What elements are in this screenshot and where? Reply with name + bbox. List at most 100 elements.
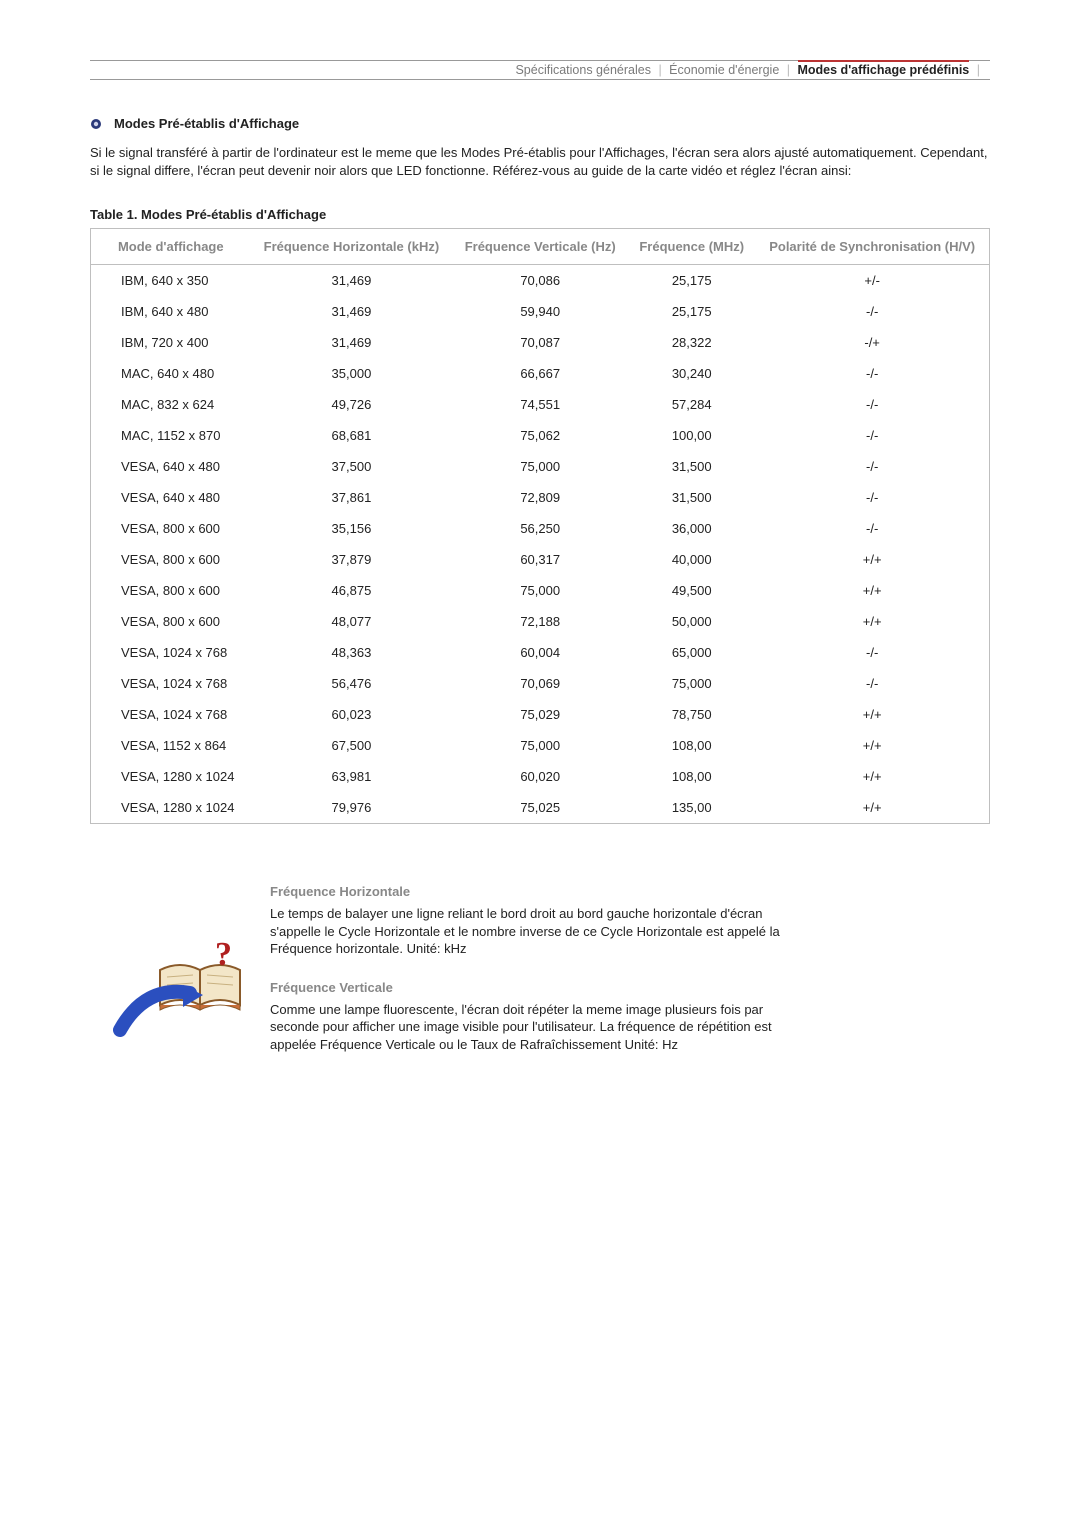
cell-value: +/+ xyxy=(755,606,989,637)
cell-mode: VESA, 1024 x 768 xyxy=(91,668,251,699)
cell-value: 70,087 xyxy=(452,327,628,358)
nav-separator: | xyxy=(654,63,665,77)
cell-mode: VESA, 800 x 600 xyxy=(91,513,251,544)
table-row: MAC, 832 x 62449,72674,55157,284-/- xyxy=(91,389,990,420)
col-vfreq: Fréquence Verticale (Hz) xyxy=(452,229,628,265)
cell-value: 79,976 xyxy=(251,792,453,824)
table-row: MAC, 1152 x 87068,68175,062100,00-/- xyxy=(91,420,990,451)
cell-value: 49,726 xyxy=(251,389,453,420)
cell-mode: VESA, 640 x 480 xyxy=(91,451,251,482)
table-row: VESA, 800 x 60035,15656,25036,000-/- xyxy=(91,513,990,544)
cell-value: 63,981 xyxy=(251,761,453,792)
cell-value: -/- xyxy=(755,482,989,513)
table-row: IBM, 640 x 35031,46970,08625,175+/- xyxy=(91,265,990,297)
bullet-icon xyxy=(90,118,102,130)
cell-value: 75,000 xyxy=(452,451,628,482)
cell-value: +/+ xyxy=(755,575,989,606)
cell-value: 25,175 xyxy=(628,296,755,327)
cell-value: 60,317 xyxy=(452,544,628,575)
table-row: VESA, 1280 x 102479,97675,025135,00+/+ xyxy=(91,792,990,824)
cell-value: 60,023 xyxy=(251,699,453,730)
cell-value: 57,284 xyxy=(628,389,755,420)
cell-value: +/+ xyxy=(755,761,989,792)
cell-value: 31,469 xyxy=(251,327,453,358)
table-row: IBM, 720 x 40031,46970,08728,322-/+ xyxy=(91,327,990,358)
cell-value: -/- xyxy=(755,451,989,482)
cell-value: 75,000 xyxy=(452,730,628,761)
cell-value: 28,322 xyxy=(628,327,755,358)
cell-value: +/+ xyxy=(755,792,989,824)
cell-mode: VESA, 640 x 480 xyxy=(91,482,251,513)
cell-mode: MAC, 832 x 624 xyxy=(91,389,251,420)
cell-mode: IBM, 640 x 480 xyxy=(91,296,251,327)
nav-item-modes[interactable]: Modes d'affichage prédéfinis xyxy=(798,60,970,77)
cell-value: -/- xyxy=(755,637,989,668)
nav-item-general[interactable]: Spécifications générales xyxy=(515,63,651,77)
cell-value: 108,00 xyxy=(628,730,755,761)
cell-value: -/- xyxy=(755,513,989,544)
cell-value: 31,500 xyxy=(628,482,755,513)
cell-value: -/- xyxy=(755,389,989,420)
cell-value: 36,000 xyxy=(628,513,755,544)
col-hfreq: Fréquence Horizontale (kHz) xyxy=(251,229,453,265)
cell-value: 50,000 xyxy=(628,606,755,637)
cell-value: 100,00 xyxy=(628,420,755,451)
cell-value: 35,156 xyxy=(251,513,453,544)
col-polarity: Polarité de Synchronisation (H/V) xyxy=(755,229,989,265)
col-mode: Mode d'affichage xyxy=(91,229,251,265)
cell-value: +/+ xyxy=(755,730,989,761)
table-caption: Table 1. Modes Pré-établis d'Affichage xyxy=(90,207,990,222)
cell-value: 74,551 xyxy=(452,389,628,420)
def-title-hfreq: Fréquence Horizontale xyxy=(270,884,790,899)
cell-mode: VESA, 800 x 600 xyxy=(91,575,251,606)
cell-value: 37,879 xyxy=(251,544,453,575)
nav-item-energy[interactable]: Économie d'énergie xyxy=(669,63,779,77)
cell-mode: MAC, 640 x 480 xyxy=(91,358,251,389)
cell-value: 46,875 xyxy=(251,575,453,606)
cell-value: 49,500 xyxy=(628,575,755,606)
col-freq: Fréquence (MHz) xyxy=(628,229,755,265)
def-body-hfreq: Le temps de balayer une ligne reliant le… xyxy=(270,905,790,958)
definitions-icon: ? xyxy=(90,915,270,1045)
cell-value: 72,188 xyxy=(452,606,628,637)
table-row: VESA, 1024 x 76856,47670,06975,000-/- xyxy=(91,668,990,699)
cell-value: -/+ xyxy=(755,327,989,358)
cell-mode: VESA, 1024 x 768 xyxy=(91,699,251,730)
table-row: VESA, 800 x 60046,87575,00049,500+/+ xyxy=(91,575,990,606)
nav-separator: | xyxy=(783,63,794,77)
cell-value: 37,861 xyxy=(251,482,453,513)
cell-mode: IBM, 720 x 400 xyxy=(91,327,251,358)
definitions-section: ? Fréquence Horizontale Le temps de bala… xyxy=(90,884,990,1075)
cell-value: 31,469 xyxy=(251,265,453,297)
cell-value: 135,00 xyxy=(628,792,755,824)
cell-value: +/+ xyxy=(755,544,989,575)
def-title-vfreq: Fréquence Verticale xyxy=(270,980,790,995)
cell-value: 56,476 xyxy=(251,668,453,699)
table-row: VESA, 1024 x 76860,02375,02978,750+/+ xyxy=(91,699,990,730)
cell-value: 75,000 xyxy=(452,575,628,606)
cell-mode: MAC, 1152 x 870 xyxy=(91,420,251,451)
table-header: Mode d'affichage Fréquence Horizontale (… xyxy=(91,229,990,265)
cell-value: 66,667 xyxy=(452,358,628,389)
table-row: VESA, 1152 x 86467,50075,000108,00+/+ xyxy=(91,730,990,761)
cell-mode: IBM, 640 x 350 xyxy=(91,265,251,297)
cell-value: 108,00 xyxy=(628,761,755,792)
cell-value: 75,000 xyxy=(628,668,755,699)
table-row: VESA, 1280 x 102463,98160,020108,00+/+ xyxy=(91,761,990,792)
cell-value: 37,500 xyxy=(251,451,453,482)
cell-value: 75,062 xyxy=(452,420,628,451)
section-title: Modes Pré-établis d'Affichage xyxy=(114,116,299,131)
table-row: VESA, 800 x 60037,87960,31740,000+/+ xyxy=(91,544,990,575)
cell-value: 68,681 xyxy=(251,420,453,451)
cell-value: -/- xyxy=(755,296,989,327)
cell-value: -/- xyxy=(755,668,989,699)
nav-separator: | xyxy=(973,63,984,77)
cell-value: 75,029 xyxy=(452,699,628,730)
table-body: IBM, 640 x 35031,46970,08625,175+/-IBM, … xyxy=(91,265,990,824)
cell-value: 60,004 xyxy=(452,637,628,668)
cell-value: 65,000 xyxy=(628,637,755,668)
table-row: VESA, 640 x 48037,50075,00031,500-/- xyxy=(91,451,990,482)
section-header: Modes Pré-établis d'Affichage xyxy=(90,116,990,131)
cell-value: 48,077 xyxy=(251,606,453,637)
svg-text:?: ? xyxy=(215,936,232,973)
